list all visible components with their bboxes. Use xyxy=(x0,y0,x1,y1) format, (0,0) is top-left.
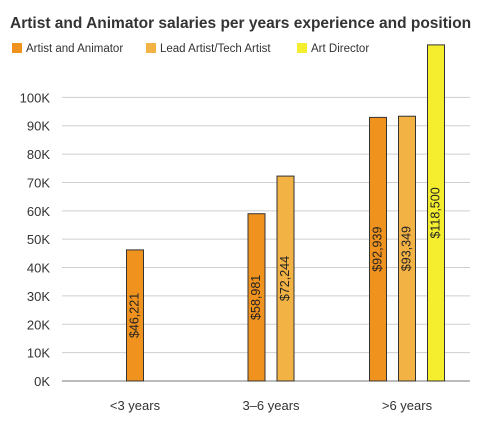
y-tick-label: 50K xyxy=(27,232,50,247)
x-tick-label: <3 years xyxy=(110,398,161,413)
x-tick-label: 3–6 years xyxy=(242,398,300,413)
legend-label-2: Art Director xyxy=(311,43,369,55)
y-tick-label: 0K xyxy=(34,374,50,389)
bar-2-1 xyxy=(398,115,416,382)
bar-0-0 xyxy=(126,249,144,382)
y-axis-tick-labels: 0K 10K 20K 30K 40K 50K 60K 70K 80K 90K 100K xyxy=(20,90,51,389)
bar-value-label: $58,981 xyxy=(249,275,263,320)
y-tick-label: 20K xyxy=(27,317,50,332)
legend-swatch-0 xyxy=(12,43,22,53)
bar-value-labels: $46,221 $58,981 $72,244 $92,939 $93,349 $118,… xyxy=(127,187,442,338)
x-tick-label: >6 years xyxy=(382,398,433,413)
legend-swatch-2 xyxy=(297,43,307,53)
y-tick-label: 100K xyxy=(20,90,51,105)
y-tick-label: 10K xyxy=(27,346,50,361)
chart-legend: Artist and Animator Lead Artist/Tech Arti… xyxy=(12,43,369,55)
bar-value-label: $92,939 xyxy=(370,227,384,272)
y-tick-label: 30K xyxy=(27,289,50,304)
legend-label-0: Artist and Animator xyxy=(26,43,123,55)
chart-bars xyxy=(126,44,445,382)
x-axis-tick-labels: <3 years 3–6 years >6 years xyxy=(110,398,433,413)
y-tick-label: 40K xyxy=(27,261,50,276)
bar-value-label: $72,244 xyxy=(278,256,292,301)
bar-value-label: $46,221 xyxy=(127,293,141,338)
legend-swatch-1 xyxy=(146,43,156,53)
bar-1-0 xyxy=(247,213,266,382)
bar-2-0 xyxy=(369,116,387,382)
bar-value-label: $93,349 xyxy=(399,226,413,271)
bar-value-label: $118,500 xyxy=(428,187,442,238)
y-tick-label: 90K xyxy=(27,119,50,134)
y-tick-label: 60K xyxy=(27,204,50,219)
y-tick-label: 70K xyxy=(27,175,50,190)
bar-2-2 xyxy=(427,44,445,382)
chart-title: Artist and Animator salaries per years e… xyxy=(10,15,471,32)
y-tick-label: 80K xyxy=(27,147,50,162)
legend-label-1: Lead Artist/Tech Artist xyxy=(160,43,271,55)
bar-1-1 xyxy=(276,175,295,382)
